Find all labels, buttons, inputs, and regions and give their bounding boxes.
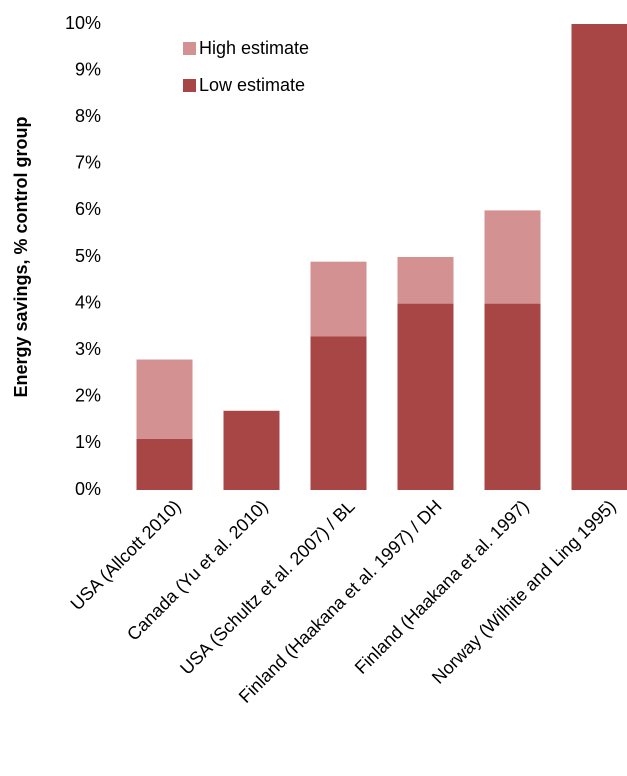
- bar-segment: [223, 410, 280, 490]
- y-tick-label: 10%: [65, 13, 101, 33]
- x-tick-label: Finland (Haakana et al. 1997): [351, 496, 533, 678]
- y-tick-label: 5%: [75, 246, 101, 266]
- y-tick-label: 9%: [75, 59, 101, 79]
- legend-swatch: [183, 42, 196, 55]
- x-tick-label: USA (Schultz et al. 2007) / BL: [176, 496, 359, 679]
- y-tick-label: 8%: [75, 106, 101, 126]
- bar-segment: [397, 303, 454, 490]
- bar-segment: [310, 336, 367, 490]
- bar-segment: [484, 303, 541, 490]
- y-tick-label: 6%: [75, 199, 101, 219]
- y-tick-label: 2%: [75, 386, 101, 406]
- bar-segment: [484, 210, 541, 304]
- y-tick-label: 0%: [75, 479, 101, 499]
- bar-segment: [136, 359, 193, 439]
- x-tick-label: Canada (Yu et al. 2010): [123, 496, 272, 645]
- bar-segment: [397, 257, 454, 304]
- bar-segment: [571, 24, 627, 490]
- legend-label: Low estimate: [199, 75, 305, 95]
- y-tick-label: 3%: [75, 339, 101, 359]
- bar-segment: [136, 438, 193, 490]
- y-axis-title: Energy savings, % control group: [11, 116, 31, 397]
- legend-label: High estimate: [199, 38, 309, 58]
- y-tick-label: 4%: [75, 292, 101, 312]
- bar-segment: [310, 261, 367, 337]
- y-tick-label: 1%: [75, 432, 101, 452]
- legend-swatch: [183, 79, 196, 92]
- x-tick-label: Norway (Wilhite and Ling 1995): [428, 496, 620, 688]
- y-tick-label: 7%: [75, 153, 101, 173]
